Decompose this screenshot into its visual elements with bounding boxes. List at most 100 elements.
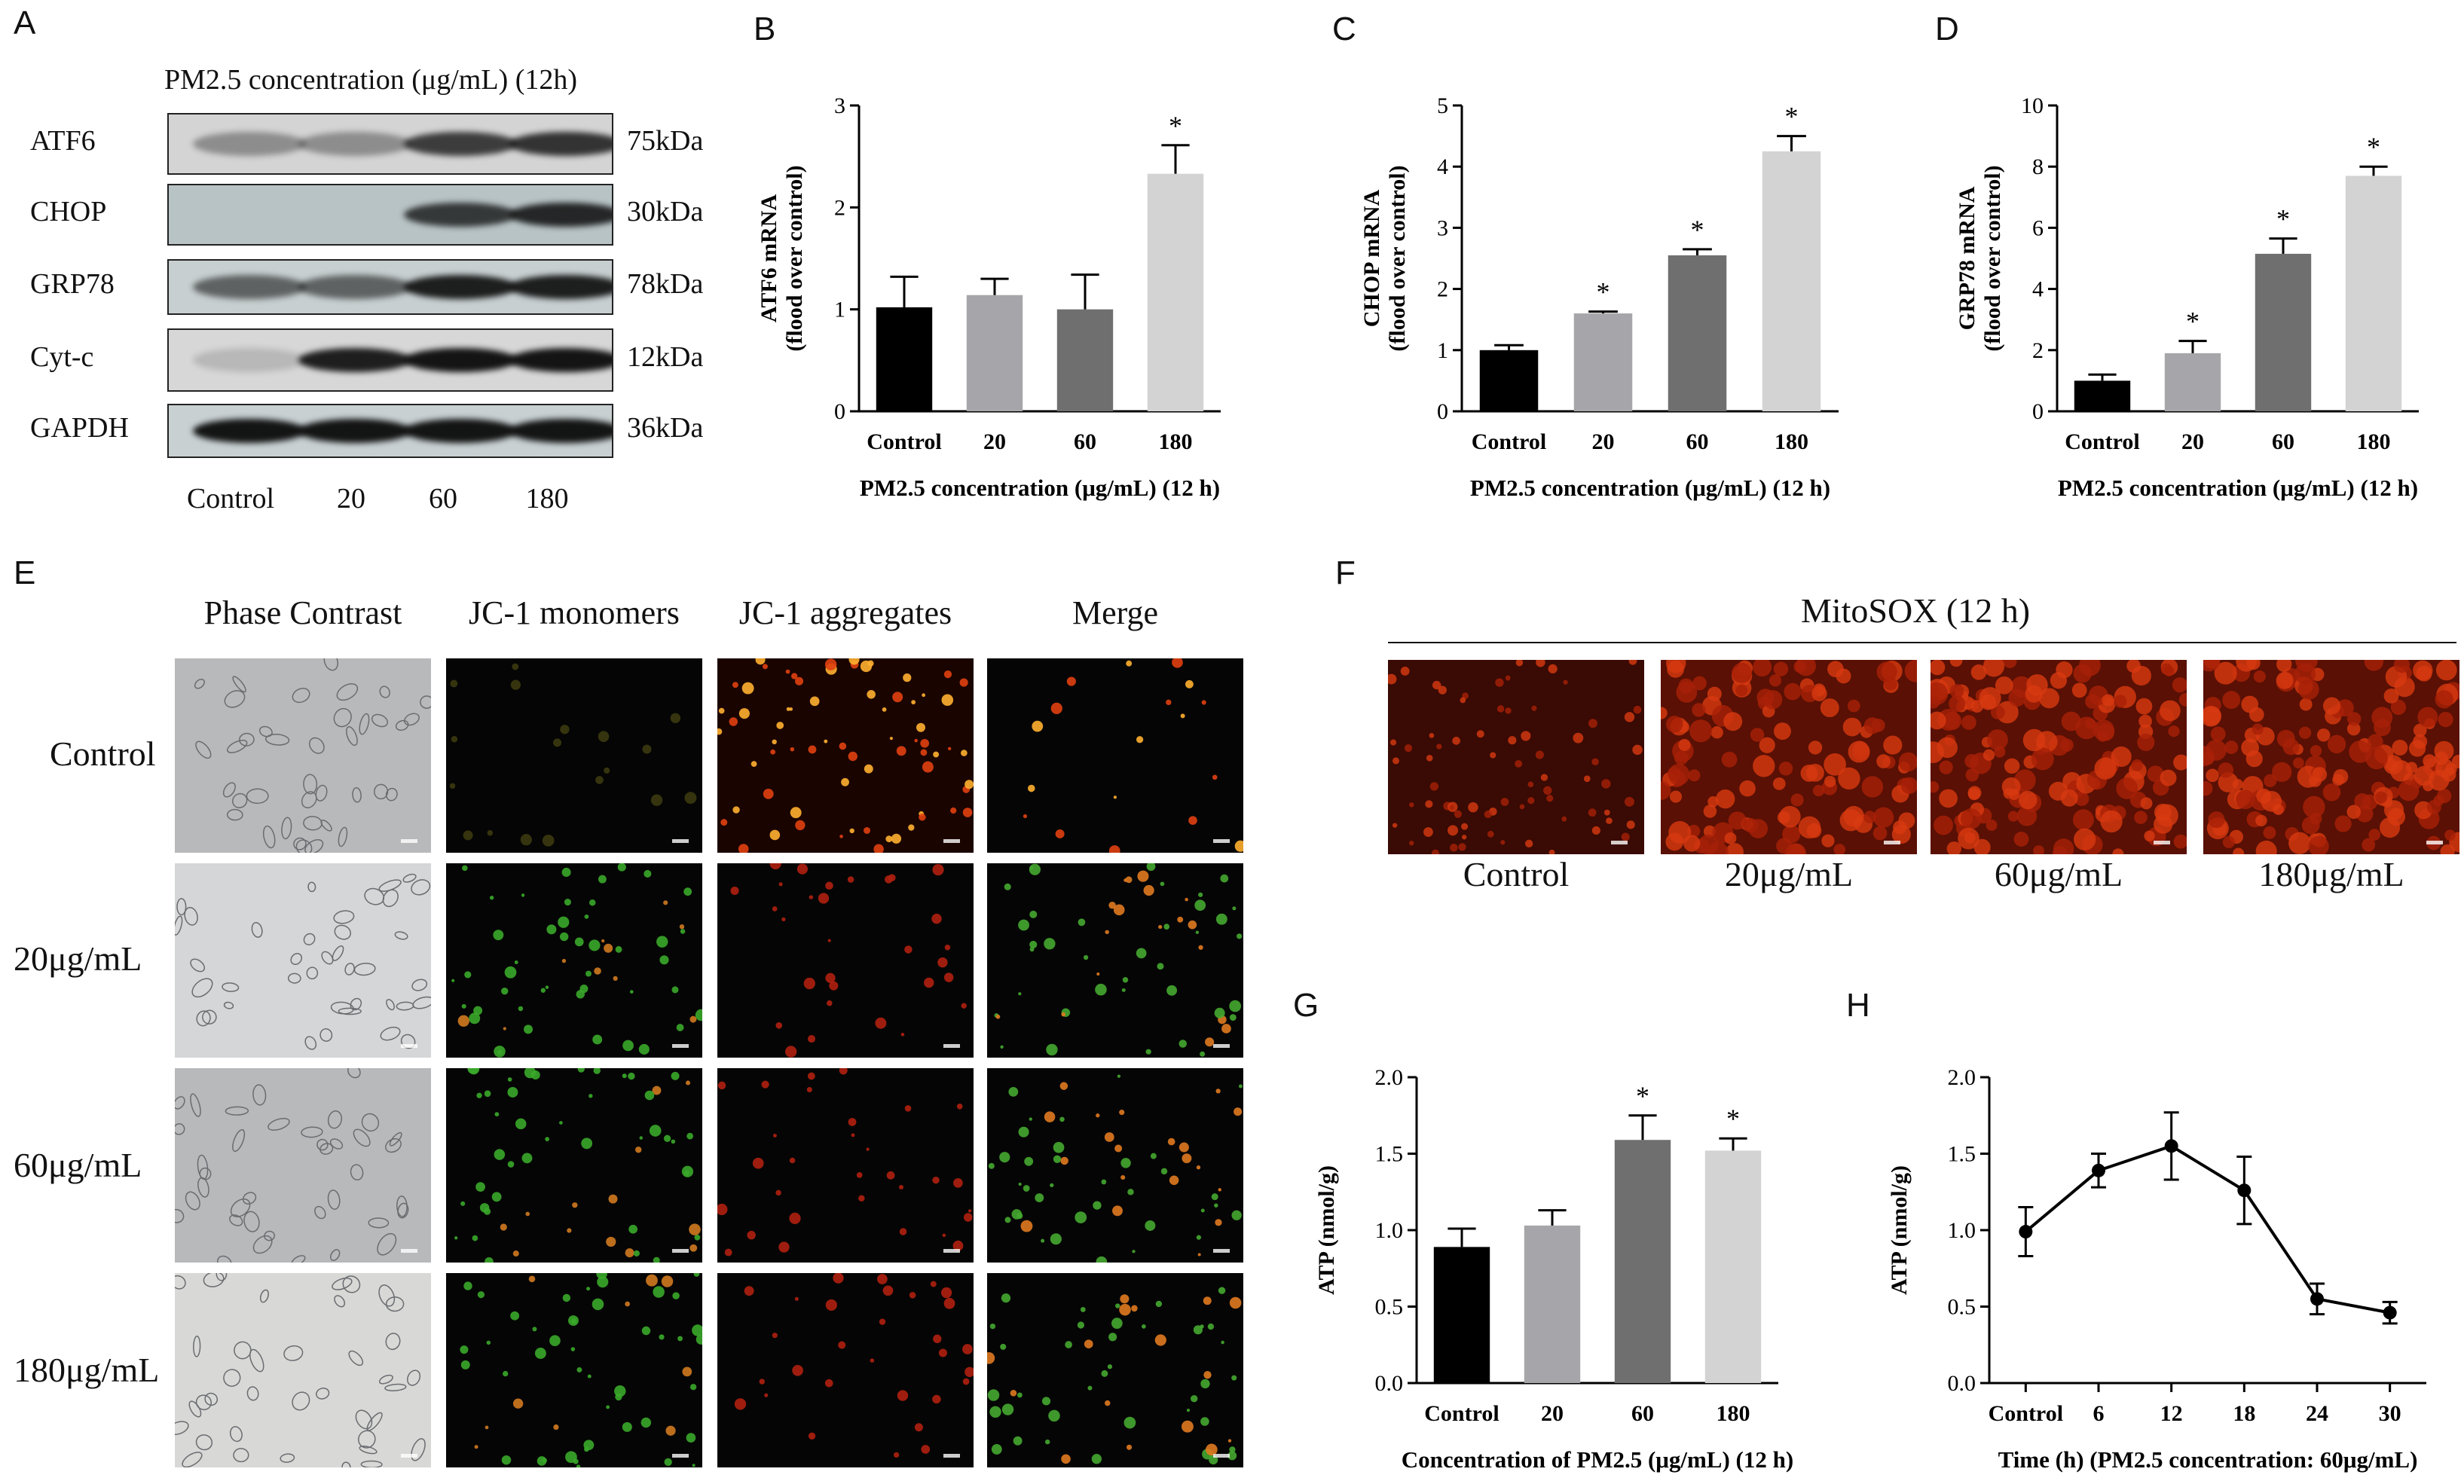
blot-strip: [167, 184, 613, 246]
y-axis-label-secondary: (flood over control): [782, 165, 807, 351]
mitosox-label: Control: [1463, 855, 1570, 893]
y-axis-label: ATF6 mRNA: [757, 194, 781, 323]
y-tick-label: 1.5: [1948, 1142, 1976, 1167]
significance-star: *: [1169, 111, 1182, 141]
x-tick-label: 20: [1592, 429, 1615, 454]
blot-lane-label: 60: [429, 483, 457, 515]
x-tick-label: 60: [1686, 429, 1709, 454]
chart-atf6-mrna: 0 1 2 3 Control 20 60 * 180 ATF6 mRNA (flood over …: [757, 93, 1221, 501]
jc1-row-label: 60μg/mL: [14, 1146, 142, 1184]
mitosox-micrograph: [2203, 660, 2459, 854]
data-point: [2237, 1183, 2252, 1198]
y-tick-label: 2: [1437, 277, 1448, 302]
mitosox-micrograph: [1931, 660, 2187, 854]
jc1-row-label: Control: [50, 734, 156, 773]
y-axis-label: ATP (nmol/g): [1314, 1165, 1339, 1295]
y-tick-label: 0.0: [1375, 1371, 1404, 1396]
significance-star: *: [1597, 277, 1610, 307]
data-point: [2019, 1225, 2033, 1239]
blot-band: [509, 348, 612, 372]
data-point: [2383, 1305, 2397, 1320]
jc1-micrograph: [446, 863, 702, 1058]
mitosox-label: 60μg/mL: [1994, 855, 2123, 893]
jc1-row-label: 20μg/mL: [14, 939, 142, 978]
x-tick-label: 60: [1631, 1401, 1654, 1426]
x-tick-label: Control: [2065, 429, 2139, 454]
y-tick-label: 4: [2032, 277, 2044, 302]
x-tick-label: Control: [1424, 1401, 1499, 1426]
y-tick-label: 4: [1437, 154, 1448, 179]
y-tick-label: 1: [1437, 338, 1448, 363]
panel-label-c: C: [1332, 11, 1356, 47]
chart-grp78-mrna: 0 2 4 6 8 10 Control * 20 * 60 * 180 GRP78 mRNA (flood…: [1955, 93, 2419, 501]
blot-band: [404, 275, 517, 299]
y-tick-label: 6: [2032, 215, 2044, 240]
y-tick-label: 2: [834, 195, 845, 220]
jc1-micrograph: [446, 1273, 702, 1467]
blot-band: [404, 203, 517, 227]
x-axis-label: Time (h) (PM2.5 concentration: 60μg/mL): [1998, 1446, 2418, 1473]
bar: [1573, 313, 1633, 411]
x-tick-label: Control: [1472, 429, 1546, 454]
x-tick-label: Control: [1989, 1401, 2063, 1426]
bar: [1668, 255, 1727, 411]
jc1-micrograph: [175, 863, 431, 1058]
x-tick-label: 20: [983, 429, 1006, 454]
blot-kda-label: 12kDa: [627, 341, 704, 373]
data-point: [2164, 1139, 2178, 1153]
x-tick-label: 20: [2181, 429, 2204, 454]
jc1-micrograph: [717, 658, 974, 853]
bar: [1614, 1140, 1671, 1383]
x-tick-label: 20: [1541, 1401, 1564, 1426]
x-tick-label: 24: [2306, 1401, 2328, 1426]
y-axis-label: GRP78 mRNA: [1955, 186, 1979, 330]
bar: [2074, 380, 2131, 411]
blot-band: [193, 275, 306, 299]
bar: [2255, 253, 2312, 411]
y-axis-label: CHOP mRNA: [1359, 189, 1384, 327]
bar: [2164, 353, 2221, 411]
mitosox-micrograph: [1388, 660, 1644, 854]
panel-label-h: H: [1846, 987, 1870, 1024]
blot-protein-label: ATF6: [30, 125, 96, 157]
jc1-micrograph: [446, 658, 702, 853]
panel-label-b: B: [754, 11, 776, 47]
blot-protein-label: CHOP: [30, 196, 107, 227]
significance-star: *: [2367, 132, 2380, 162]
blot-kda-label: 75kDa: [627, 125, 704, 157]
jc1-row-label: 180μg/mL: [14, 1351, 160, 1389]
x-tick-label: 6: [2093, 1401, 2105, 1426]
series-line: [2025, 1144, 2391, 1315]
bar: [876, 307, 933, 411]
significance-star: *: [1726, 1104, 1740, 1134]
chart-atp-concentration: 0.0 0.5 1.0 1.5 2.0 Control 20 * 60 * 180 ATP (nmol…: [1314, 1065, 1793, 1473]
blot-strip: [167, 113, 613, 175]
jc1-micrograph: [717, 1273, 974, 1467]
mitosox-label: 180μg/mL: [2258, 855, 2404, 893]
blot-strip: [167, 404, 613, 458]
y-tick-label: 2.0: [1948, 1065, 1976, 1090]
y-axis-label-secondary: (flood over control): [1980, 165, 2005, 351]
y-tick-label: 1.0: [1375, 1218, 1404, 1243]
blot-band: [193, 132, 306, 156]
blot-band: [509, 419, 612, 443]
jc1-micrograph: [717, 1068, 974, 1263]
panel-label-a: A: [14, 5, 36, 41]
jc1-micrograph: [175, 658, 431, 853]
blot-band: [298, 419, 411, 443]
mitosox-title: MitoSOX (12 h): [1800, 591, 2031, 630]
x-tick-label: 60: [2272, 429, 2294, 454]
y-tick-label: 0.5: [1948, 1295, 1976, 1320]
blot-kda-label: 30kDa: [627, 196, 704, 227]
y-tick-label: 0.0: [1948, 1371, 1976, 1396]
y-tick-label: 1: [834, 298, 845, 322]
data-point: [2092, 1163, 2105, 1177]
y-tick-label: 5: [1437, 93, 1448, 118]
y-tick-label: 2: [2032, 338, 2044, 363]
x-tick-label: 180: [1717, 1401, 1750, 1426]
x-tick-label: 60: [1074, 429, 1096, 454]
mitosox-label: 20μg/mL: [1724, 855, 1854, 893]
significance-star: *: [2276, 204, 2290, 234]
blot-protein-label: GRP78: [30, 268, 115, 300]
chart-chop-mrna: 0 1 2 3 4 5 Control * 20 * 60 * 180 CHOP mRNA (flood o…: [1359, 93, 1839, 501]
